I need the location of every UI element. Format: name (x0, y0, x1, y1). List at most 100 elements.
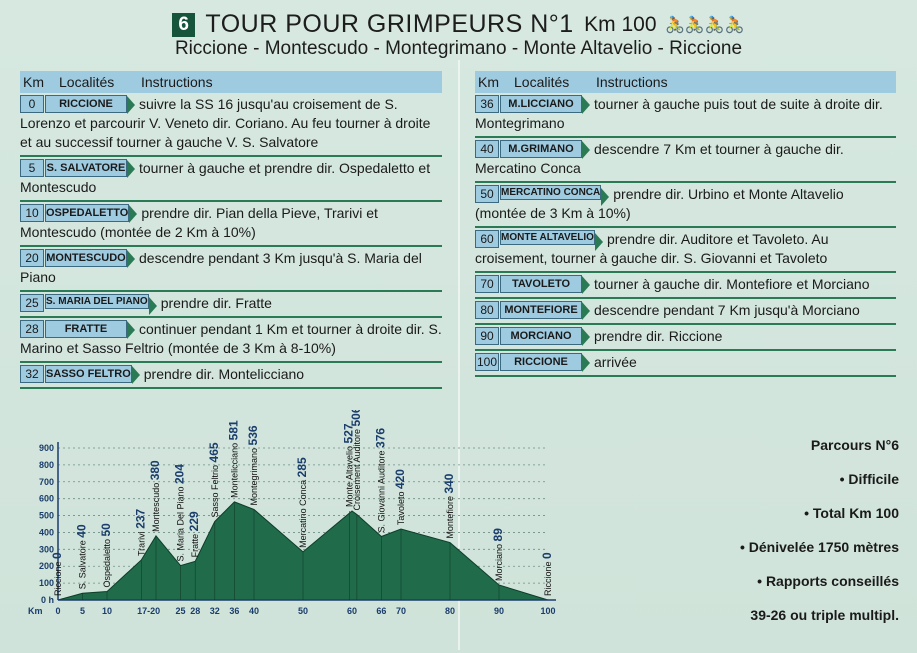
instruction-row: 80 MONTEFIORE descendre pendant 7 Km jusqu… (475, 299, 896, 325)
x-tick-label: 40 (249, 606, 259, 616)
place-altitude: 237 (133, 508, 147, 528)
elevation-profile: 0 h 100 200 300 400 500 600 700 800 900 Km 0 5 10 17-2… (18, 406, 563, 630)
x-tick-label: 0 (55, 606, 60, 616)
place-label: Montegrimano 536 (246, 425, 260, 505)
info-gears: 39-26 ou triple multipl. (750, 607, 899, 623)
x-tick-label: 90 (494, 606, 504, 616)
place-altitude: 40 (75, 524, 89, 538)
place-altitude: 376 (373, 428, 387, 448)
place-altitude: 536 (246, 425, 260, 445)
row-location: M.LICCIANO (500, 95, 590, 114)
row-instruction: arrivée (594, 354, 637, 370)
instruction-row: 60 MONTE ALTAVELIO prendre dir. Auditore e… (475, 228, 896, 273)
x-tick-label: 100 (540, 606, 555, 616)
place-label: Monte Altavelio 527 (342, 423, 356, 507)
row-km: 60 (475, 230, 499, 248)
header-localites: Localités (59, 74, 115, 90)
place-label: S. Giovanni Auditore 376 (373, 428, 387, 533)
row-instruction: descendre pendant 3 Km jusqu'à S. Maria … (20, 250, 422, 285)
route-number: 6 (172, 12, 195, 37)
y-tick-label: 500 (39, 511, 54, 521)
place-altitude: 89 (491, 528, 505, 542)
row-km: 25 (20, 294, 44, 312)
x-tick-label: 25 (175, 606, 185, 616)
place-altitude: 0 (540, 552, 554, 559)
place-label: Trarivi 237 (133, 508, 147, 556)
place-altitude: 285 (295, 457, 309, 477)
header-localites: Localités (514, 74, 570, 90)
place-label: Fratte 229 (187, 511, 201, 557)
row-instruction: continuer pendant 1 Km et tourner à droi… (20, 321, 442, 356)
row-instruction: suivre la SS 16 jusqu'au croisement de S… (20, 96, 431, 150)
place-label: Mercatino Conca 285 (295, 457, 309, 548)
row-location: M.GRIMANO (500, 140, 590, 159)
row-instruction: tourner à gauche dir. Montefiore et Morc… (594, 276, 870, 292)
x-tick-label: 50 (298, 606, 308, 616)
row-instruction: prendre dir. Fratte (160, 295, 272, 311)
place-altitude: 229 (187, 511, 201, 531)
place-label: Montelicciano 581 (226, 420, 240, 498)
place-label: Sasso Feltrio 465 (207, 442, 221, 517)
y-tick-label: 0 h (41, 595, 54, 605)
row-km: 40 (475, 140, 499, 158)
place-label: Ospedaletto 50 (99, 523, 113, 588)
row-km: 20 (20, 249, 44, 267)
row-instruction: descendre pendant 7 Km jusqu'à Morciano (594, 302, 860, 318)
row-km: 50 (475, 185, 499, 203)
column-header: Km Localités Instructions (20, 71, 442, 93)
x-tick-label: 5 (80, 606, 85, 616)
row-location: MORCIANO (500, 327, 590, 346)
row-location: S. MARIA DEL PIANO (45, 294, 157, 315)
row-location: TAVOLETO (500, 275, 590, 294)
place-label: Montescudo 380 (148, 460, 162, 532)
route-info: Parcours N°6 • Difficile • Total Km 100 … (599, 428, 899, 632)
bicycle-icon: 🚴🚴🚴🚴 (664, 16, 745, 34)
x-tick-label: 80 (445, 606, 455, 616)
row-instruction: prendre dir. Pian della Pieve, Trarivi e… (20, 205, 378, 240)
place-label: Tavoleto 420 (393, 469, 407, 525)
page-fold (458, 60, 460, 650)
y-tick-label: 300 (39, 544, 54, 554)
x-tick-label: 17-20 (137, 606, 160, 616)
place-label: S. Salvatore 40 (75, 524, 89, 589)
instruction-row: 0 RICCIONE suivre la SS 16 jusqu'au croise… (20, 93, 442, 157)
place-altitude: 527 (342, 423, 356, 443)
left-rows: 0 RICCIONE suivre la SS 16 jusqu'au croise… (20, 93, 442, 389)
row-km: 28 (20, 320, 44, 338)
instruction-row: 5 S. SALVATORE tourner à gauche et prendre… (20, 157, 442, 202)
x-tick-label: 36 (229, 606, 239, 616)
y-tick-label: 700 (39, 477, 54, 487)
row-km: 10 (20, 204, 44, 222)
info-denivelee: • Dénivelée 1750 mètres (739, 539, 899, 555)
place-label: Croisement Auditore 506 (349, 410, 363, 511)
y-tick-label: 800 (39, 460, 54, 470)
route-title: TOUR POUR GRIMPEURS N°1 (205, 10, 574, 38)
place-label: S. Maria Del Piano 204 (173, 464, 187, 562)
row-location: MONTESCUDO (45, 249, 135, 268)
instruction-row: 100 RICCIONE arrivée (475, 351, 896, 377)
row-location: FRATTE (45, 320, 135, 339)
y-tick-label: 900 (39, 443, 54, 453)
place-altitude: 420 (393, 469, 407, 489)
header-instructions: Instructions (596, 74, 668, 90)
instruction-row: 28 FRATTE continuer pendant 1 Km et tourne… (20, 318, 442, 363)
route-distance: Km 100 (584, 12, 657, 36)
instruction-row: 25 S. MARIA DEL PIANO prendre dir. Fratte (20, 292, 442, 318)
instruction-row: 36 M.LICCIANO tourner à gauche puis tout d… (475, 93, 896, 138)
x-tick-label: 10 (102, 606, 112, 616)
instruction-row: 32 SASSO FELTRO prendre dir. Montelicciano (20, 363, 442, 389)
place-altitude: 50 (99, 523, 113, 537)
x-tick-label: 70 (396, 606, 406, 616)
place-label: Morciano 89 (491, 528, 505, 581)
row-location: RICCIONE (500, 353, 590, 372)
x-tick-label: 28 (190, 606, 200, 616)
place-altitude: 204 (173, 464, 187, 484)
header-instructions: Instructions (141, 74, 213, 90)
header-km: Km (478, 74, 499, 90)
row-instruction: prendre dir. Auditore et Tavoleto. Au cr… (475, 231, 829, 266)
x-tick-label: 66 (376, 606, 386, 616)
right-rows: 36 M.LICCIANO tourner à gauche puis tout d… (475, 93, 896, 377)
row-instruction: prendre dir. Urbino et Monte Altavelio (… (475, 186, 844, 221)
